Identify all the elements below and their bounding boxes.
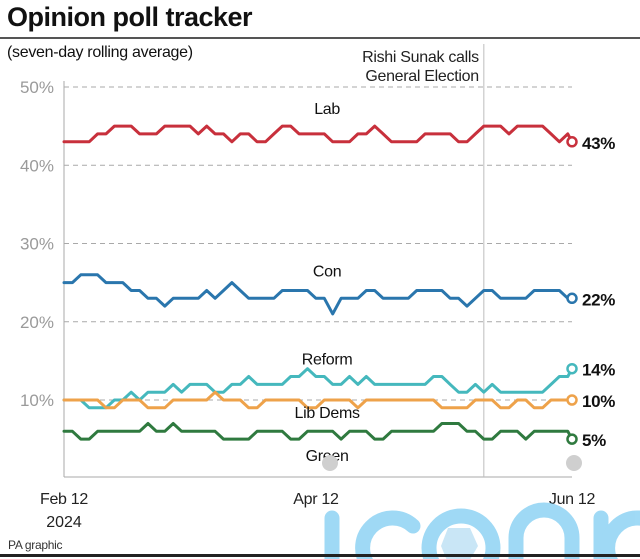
annotation: Rishi Sunak calls General Election xyxy=(362,44,485,477)
x-tick-label: Feb 12 xyxy=(40,491,88,508)
annotation-text: General Election xyxy=(365,68,479,85)
series-name-label-con: Con xyxy=(313,263,341,280)
series-line-lib-dems xyxy=(62,390,574,410)
series-lines xyxy=(62,124,578,445)
y-tick-label-40: 40% xyxy=(20,156,54,175)
chart-subtitle: (seven-day rolling average) xyxy=(7,44,193,61)
axes: 10% 20% 30% 40% 50% Feb 12 2024 Apr 12 Jun 12 xyxy=(20,78,596,531)
end-marker-con xyxy=(566,292,578,305)
x-tick-label: Apr 12 xyxy=(293,491,339,508)
y-tick-label-30: 30% xyxy=(20,235,54,254)
end-marker-reform xyxy=(566,362,578,375)
end-marker-lib-dems xyxy=(566,394,578,406)
series-name-label-lab: Lab xyxy=(314,101,340,118)
x-tick-sublabel: 2024 xyxy=(46,514,82,531)
series-line-lab xyxy=(62,124,574,144)
end-marker-lab xyxy=(566,136,578,148)
watermark-dot-left xyxy=(322,455,338,471)
y-tick-label-10: 10% xyxy=(20,391,54,410)
series-name-label-lib-dems: Lib Dems xyxy=(295,405,360,422)
end-marker-green xyxy=(566,433,578,445)
y-tick-label-20: 20% xyxy=(20,313,54,332)
end-value-label-lab: 43% xyxy=(582,134,615,153)
source-credit: PA graphic xyxy=(8,538,63,552)
series-name-label-reform: Reform xyxy=(302,352,353,369)
end-value-label-lib-dems: 10% xyxy=(582,392,615,411)
series-line-reform xyxy=(62,367,574,410)
watermark-dot-right xyxy=(566,455,582,471)
end-value-label-green: 5% xyxy=(582,431,606,450)
footer-divider xyxy=(0,554,640,557)
end-value-label-reform: 14% xyxy=(582,361,615,380)
annotation-text: Rishi Sunak calls xyxy=(362,49,479,66)
x-tick-label: Jun 12 xyxy=(549,491,596,508)
chart-title: Opinion poll tracker xyxy=(7,2,253,32)
end-value-label-con: 22% xyxy=(582,290,615,309)
title-divider xyxy=(0,37,640,39)
y-tick-label-50: 50% xyxy=(20,78,54,97)
series-line-green xyxy=(62,422,574,441)
series-line-con xyxy=(62,273,574,316)
